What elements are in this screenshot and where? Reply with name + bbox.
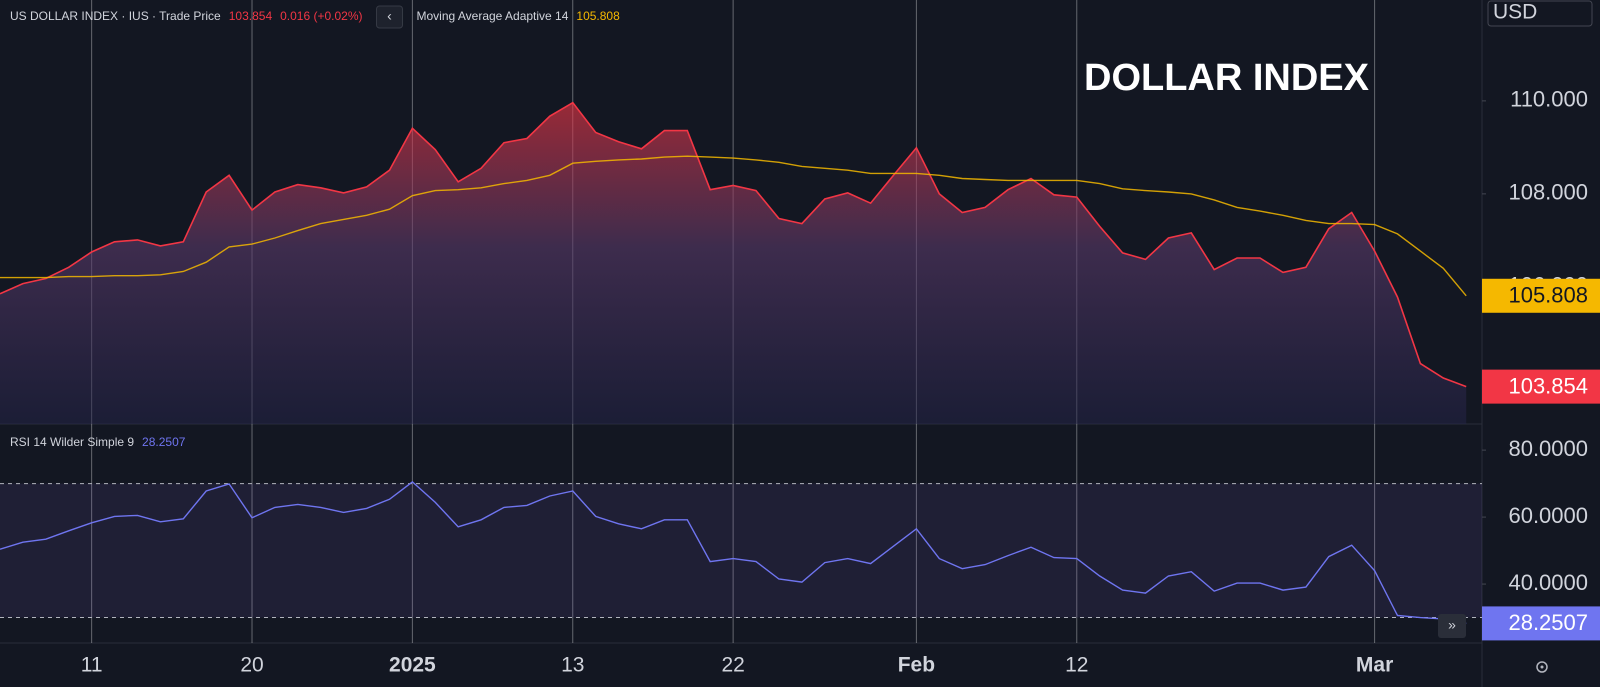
y-tick-label: 80.0000	[1508, 436, 1588, 461]
x-tick-label: 20	[240, 654, 263, 677]
collapse-icon: ‹	[387, 8, 392, 24]
x-tick-label: Mar	[1356, 654, 1393, 677]
legend-change: 0.016 (+0.02%)	[280, 9, 362, 23]
price-line	[0, 101, 1467, 388]
x-tick-label: Feb	[898, 654, 935, 677]
line	[0, 155, 1467, 297]
settings-icon[interactable]	[1536, 661, 1548, 673]
last-value-badge	[1482, 369, 1600, 404]
legend-name: US DOLLAR INDEX · IUS · Trade Price	[10, 9, 221, 23]
x-tick-label: 13	[561, 654, 584, 677]
area	[0, 102, 1467, 424]
legend-value: 103.854	[229, 9, 273, 23]
x-tick-label: 22	[721, 654, 744, 677]
y-tick-label: 110.000	[1510, 87, 1588, 112]
scroll-button[interactable]	[1438, 614, 1466, 638]
last-value-badge	[1482, 278, 1600, 313]
collapse-button[interactable]	[376, 5, 404, 29]
y-tick-label: 40.0000	[1508, 570, 1588, 595]
chart-title: DOLLAR INDEX	[1084, 57, 1370, 99]
currency-box[interactable]	[1487, 0, 1593, 27]
last-value-label: 103.854	[1508, 373, 1588, 398]
legend-name: Moving Average Adaptive 14	[417, 9, 569, 23]
plot	[0, 0, 1482, 643]
x-tick-label: 2025	[389, 654, 436, 677]
last-value-label: 28.2507	[1508, 610, 1588, 635]
settings-icon-dot	[1540, 665, 1544, 669]
currency[interactable]: USD	[1493, 1, 1537, 24]
legend-value: 105.808	[576, 9, 620, 23]
x-tick-label: 12	[1065, 654, 1088, 677]
last-value-label: 105.808	[1508, 283, 1588, 308]
legend-value: 28.2507	[142, 435, 186, 449]
line	[0, 480, 1467, 625]
y-tick-label: 60.0000	[1508, 503, 1588, 528]
y-tick-label: 108.000	[1508, 180, 1588, 205]
level-band	[0, 483, 1482, 618]
rsi-panel	[0, 424, 1482, 643]
overlay: 112020251322Feb12Mar106.000108.000110.00…	[10, 5, 1600, 677]
scroll-icon[interactable]: »	[1448, 617, 1456, 633]
last-value-badge	[1482, 606, 1600, 641]
legend-name: RSI 14 Wilder Simple 9	[10, 435, 134, 449]
x-tick-label: 11	[81, 654, 103, 677]
